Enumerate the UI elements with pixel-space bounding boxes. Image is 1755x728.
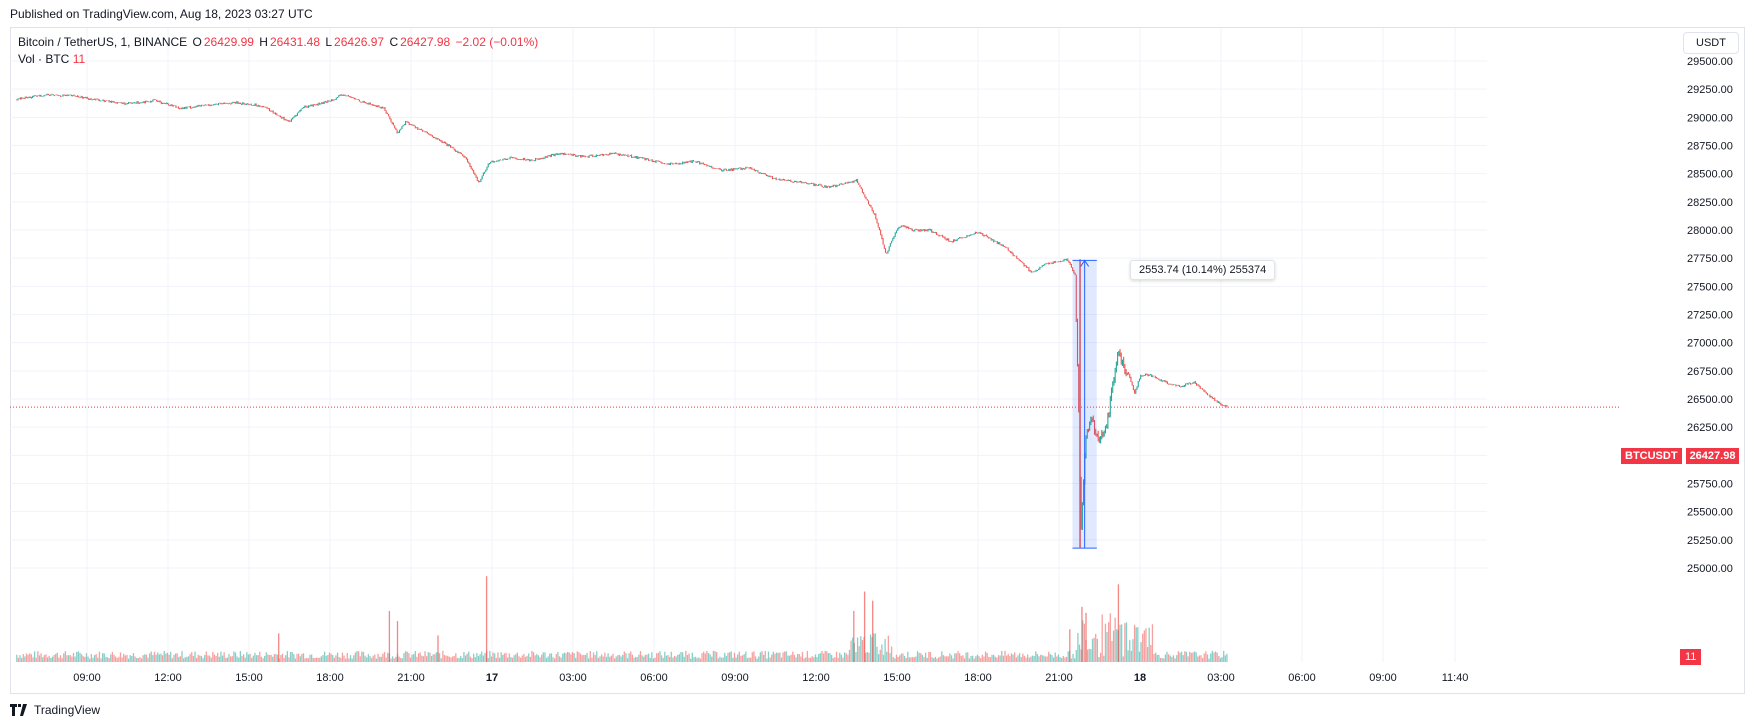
- footer[interactable]: TradingView: [10, 703, 100, 717]
- change-value: −2.02 (−0.01%): [455, 35, 539, 49]
- volume-label: Vol · BTC: [18, 52, 70, 66]
- high-label: H: [259, 35, 268, 49]
- last-price-value: 26427.98: [1685, 448, 1740, 464]
- x-tick-label: 18: [1134, 672, 1146, 684]
- x-tick-label: 15:00: [235, 672, 263, 684]
- open-value: 26429.99: [203, 35, 254, 49]
- y-tick-label: 28250.00: [1687, 197, 1733, 209]
- x-tick-label: 03:00: [559, 672, 587, 684]
- y-tick-label: 29000.00: [1687, 112, 1733, 124]
- x-tick-label: 09:00: [73, 672, 101, 684]
- last-price-tag: BTCUSDT 26427.98: [1621, 448, 1740, 464]
- x-tick-label: 09:00: [721, 672, 749, 684]
- y-tick-label: 26750.00: [1687, 366, 1733, 378]
- volume-bars: [16, 576, 1228, 662]
- y-tick-label: 25250.00: [1687, 535, 1733, 547]
- low-label: L: [325, 35, 333, 49]
- chart-frame[interactable]: [10, 27, 1745, 694]
- volume-tag: 11: [1680, 649, 1702, 665]
- y-tick-label: 27500.00: [1687, 281, 1733, 293]
- high-value: 26431.48: [269, 35, 321, 49]
- price-series: [16, 93, 1228, 548]
- y-tick-label: 29250.00: [1687, 84, 1733, 96]
- low-value: 26426.97: [334, 35, 385, 49]
- y-tick-label: 28750.00: [1687, 141, 1733, 153]
- currency-button[interactable]: USDT: [1683, 32, 1739, 54]
- y-tick-label: 27250.00: [1687, 310, 1733, 322]
- y-tick-label: 27750.00: [1687, 253, 1733, 265]
- footer-brand: TradingView: [34, 703, 101, 717]
- price-axis: 29500.00 29250.00 29000.00 28750.00 28500.00…: [1687, 56, 1733, 575]
- y-tick-label: 25500.00: [1687, 507, 1733, 519]
- volume-legend[interactable]: Vol · BTC 11: [18, 52, 85, 66]
- x-tick-label: 15:00: [883, 672, 911, 684]
- last-price-symbol: BTCUSDT: [1621, 448, 1682, 464]
- y-tick-label: 25750.00: [1687, 479, 1733, 491]
- x-tick-label: 09:00: [1369, 672, 1397, 684]
- measure-arrow-head: [1080, 259, 1090, 267]
- close-value: 26427.98: [400, 35, 451, 49]
- time-axis: 09:00 12:00 15:00 18:00 21:00 17 03:00 06:00 09:…: [73, 672, 1468, 684]
- open-label: O: [192, 35, 202, 49]
- x-tick-label: 03:00: [1207, 672, 1235, 684]
- measure-label: 2553.74 (10.14%) 255374: [1130, 260, 1276, 280]
- x-tick-label: 12:00: [154, 672, 182, 684]
- published-note: Published on TradingView.com, Aug 18, 20…: [10, 7, 313, 21]
- y-tick-label: 26250.00: [1687, 422, 1733, 434]
- tradingview-logo-icon: [10, 704, 27, 716]
- y-tick-label: 28500.00: [1687, 169, 1733, 181]
- x-tick-label: 18:00: [964, 672, 992, 684]
- price-chart[interactable]: 29500.00 29250.00 29000.00 28750.00 28500.00…: [0, 0, 1755, 700]
- y-tick-label: 28000.00: [1687, 225, 1733, 237]
- measure-tool: [1072, 259, 1097, 549]
- y-tick-label: 26500.00: [1687, 394, 1733, 406]
- x-tick-label: 17: [486, 672, 498, 684]
- y-tick-label: 27000.00: [1687, 338, 1733, 350]
- grid: [10, 28, 1620, 662]
- x-tick-label: 06:00: [1288, 672, 1316, 684]
- x-tick-label: 06:00: [640, 672, 668, 684]
- symbol-legend[interactable]: Bitcoin / TetherUS, 1, BINANCE O 26429.99…: [18, 35, 540, 49]
- y-tick-label: 29500.00: [1687, 56, 1733, 68]
- close-label: C: [389, 35, 399, 49]
- x-tick-label: 12:00: [802, 672, 830, 684]
- symbol-pair: Bitcoin / TetherUS, 1, BINANCE: [18, 35, 188, 49]
- x-tick-label: 21:00: [1045, 672, 1073, 684]
- y-tick-label: 25000.00: [1687, 563, 1733, 575]
- volume-value: 11: [72, 52, 86, 66]
- x-tick-label: 18:00: [316, 672, 344, 684]
- x-tick-label: 21:00: [397, 672, 425, 684]
- x-tick-label: 11:40: [1442, 672, 1469, 684]
